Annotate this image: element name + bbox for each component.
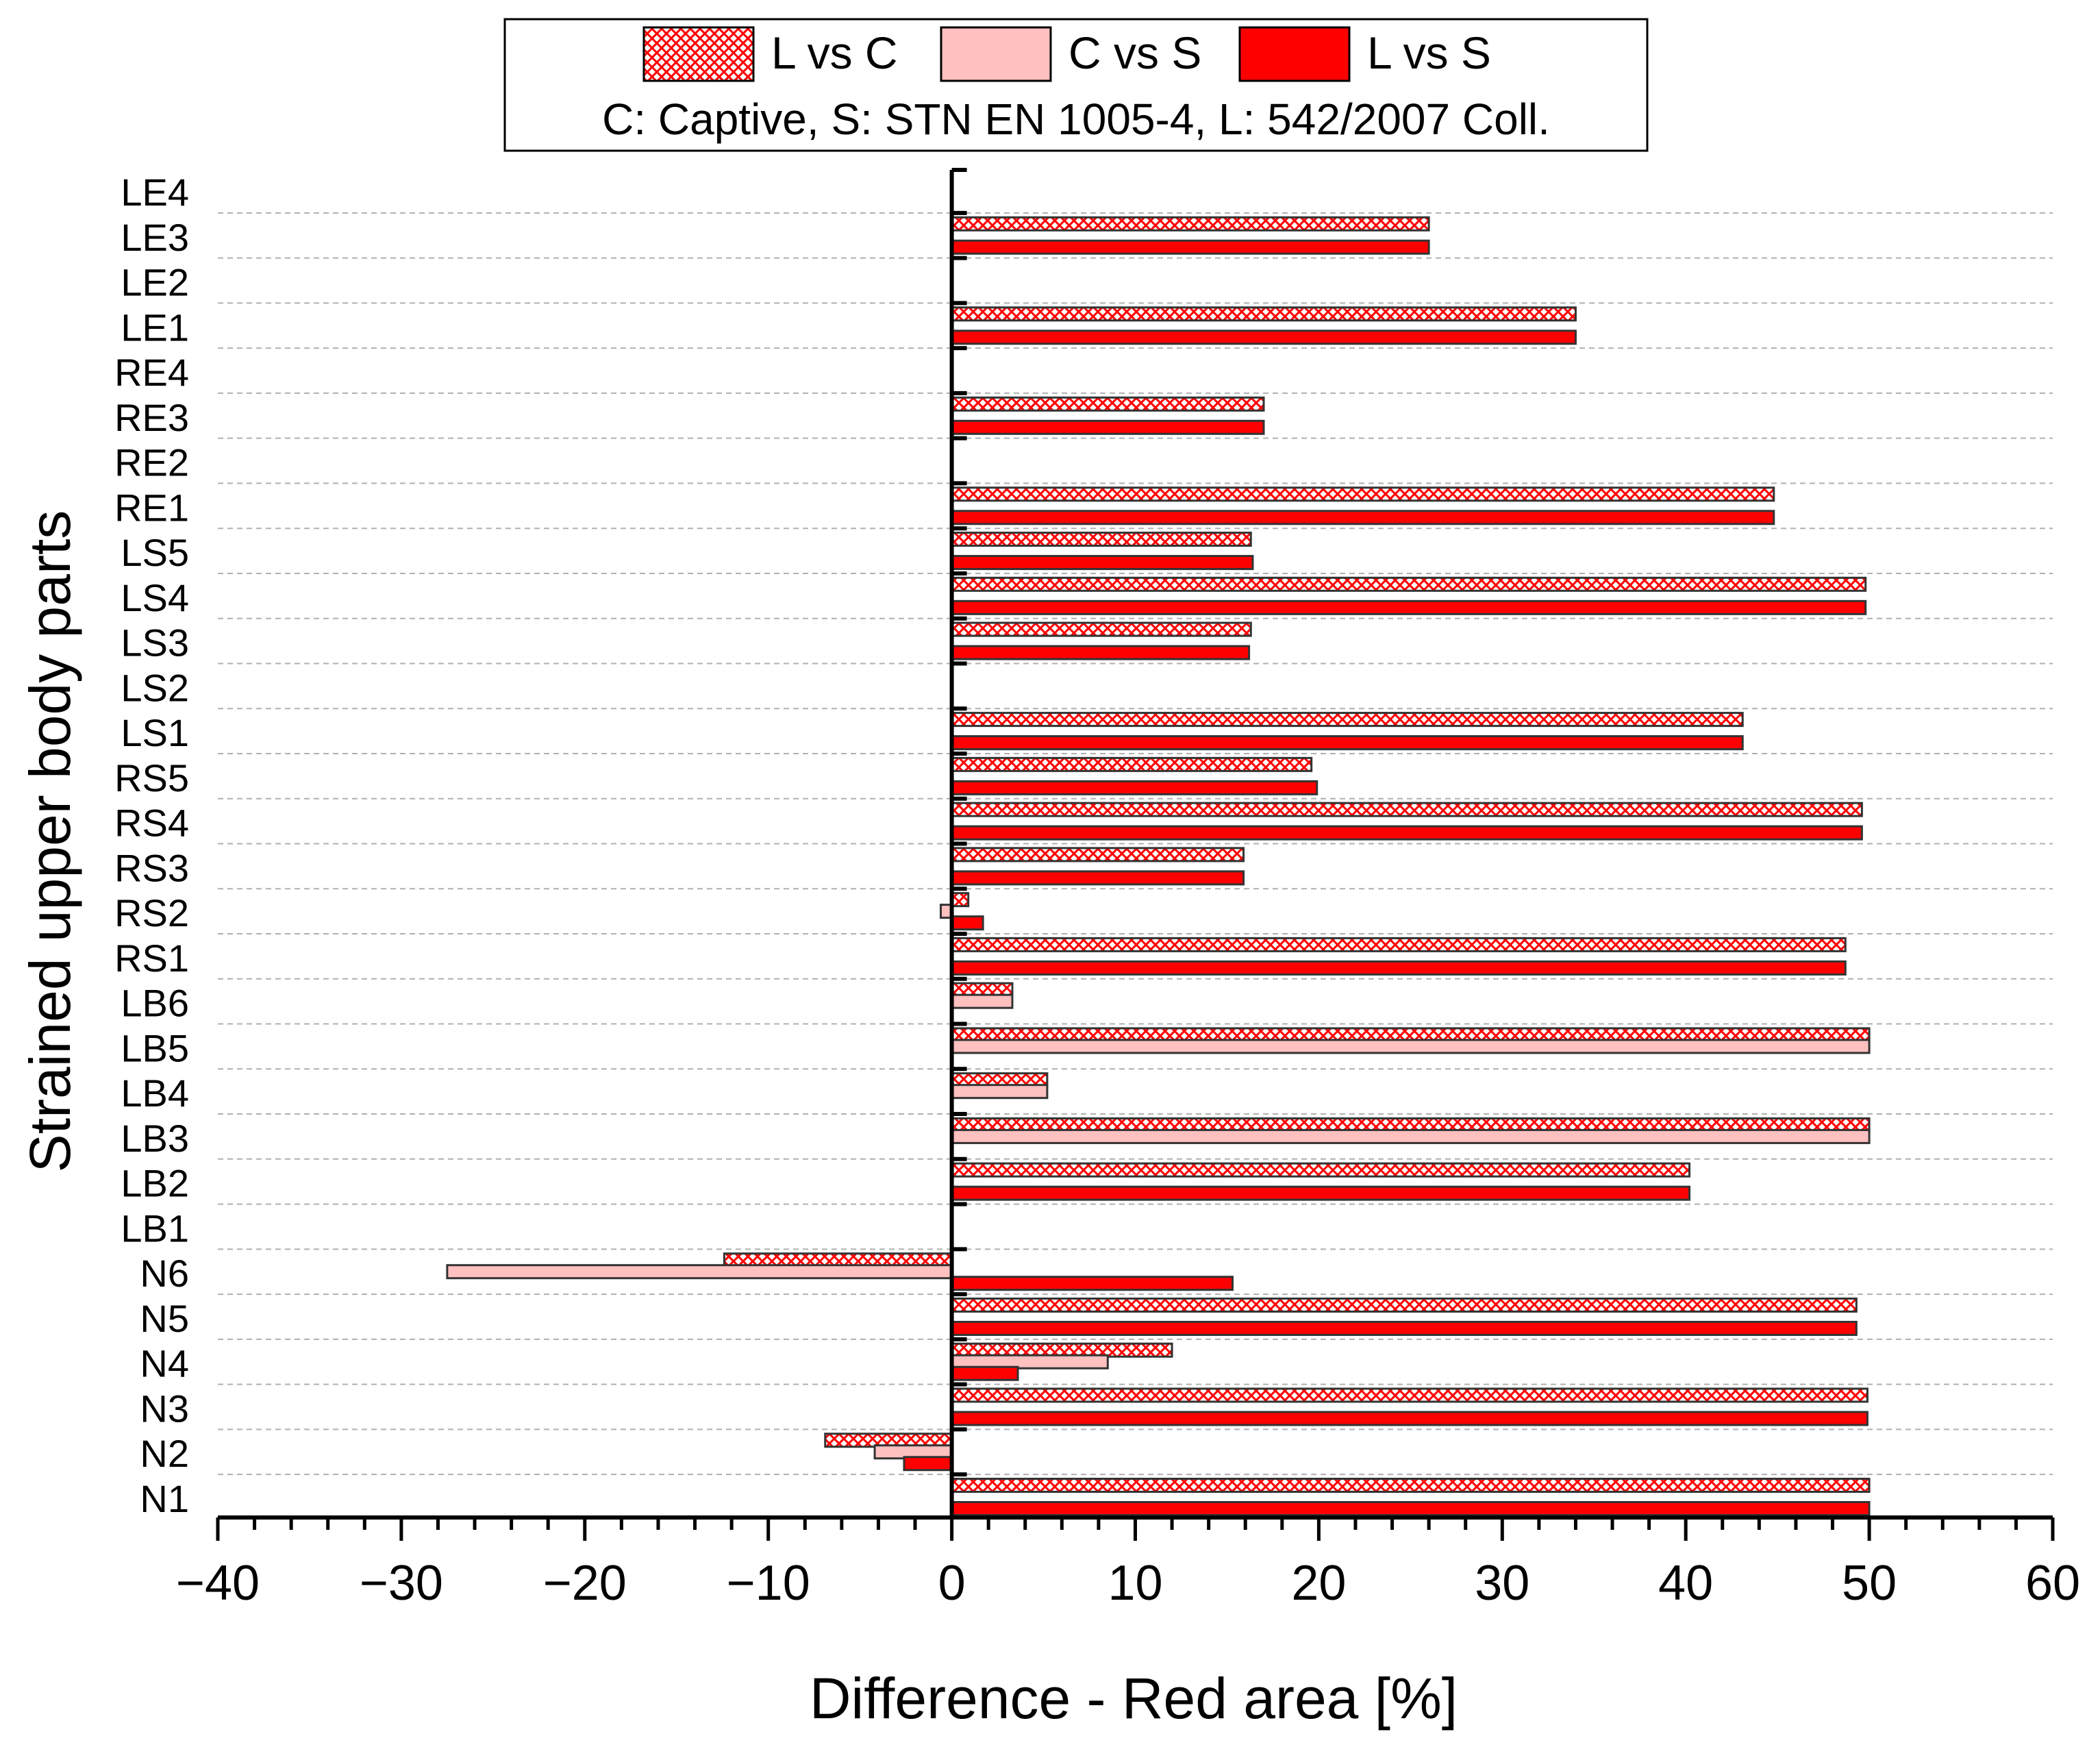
bar-c-vs-s-lb6 <box>951 993 1014 1009</box>
bar-l-vs-s-re3 <box>951 419 1265 435</box>
bar-l-vs-s-n3 <box>951 1411 1868 1426</box>
legend-swatch-l-vs-s <box>1238 26 1351 82</box>
x-tick-label: 10 <box>1108 1556 1162 1611</box>
x-tick-label: −40 <box>176 1556 260 1611</box>
y-tick-label: N4 <box>140 1342 189 1385</box>
bar-l-vs-s-ls1 <box>951 735 1744 751</box>
bar-l-vs-c-re1 <box>951 486 1775 502</box>
bar-l-vs-s-le3 <box>951 239 1430 255</box>
bar-l-vs-c-le3 <box>951 216 1430 232</box>
bar-l-vs-c-rs1 <box>951 937 1847 952</box>
bar-l-vs-s-ls3 <box>951 645 1251 660</box>
y-tick-label: LB2 <box>121 1162 189 1205</box>
legend-label-l-vs-s: L vs S <box>1367 27 1491 78</box>
bar-l-vs-c-n3 <box>951 1387 1868 1403</box>
bar-l-vs-s-rs3 <box>951 870 1245 886</box>
bar-l-vs-c-rs4 <box>951 802 1863 817</box>
y-tick-label: N1 <box>140 1477 189 1520</box>
y-tick-label: LB3 <box>121 1117 189 1160</box>
y-tick-label: LS3 <box>121 621 189 665</box>
bar-l-vs-s-rs5 <box>951 780 1318 795</box>
bar-l-vs-s-ls4 <box>951 599 1867 615</box>
y-tick-label: LS1 <box>121 711 189 754</box>
y-tick-label: RS3 <box>114 846 189 889</box>
bars <box>446 216 1871 1516</box>
x-tick-label: 0 <box>938 1556 966 1611</box>
bar-l-vs-s-n4 <box>951 1365 1019 1381</box>
bar-l-vs-c-rs5 <box>951 756 1313 772</box>
y-tick-label: N6 <box>140 1252 189 1295</box>
bar-l-vs-s-ls5 <box>951 555 1254 571</box>
bar-c-vs-s-lb3 <box>951 1128 1871 1144</box>
bar-c-vs-s-lb5 <box>951 1039 1871 1054</box>
bar-l-vs-c-le1 <box>951 306 1577 322</box>
y-tick-label: RS1 <box>114 937 189 980</box>
x-tick-label: 20 <box>1291 1556 1346 1611</box>
y-axis: LE4LE3LE2LE1RE4RE3RE2RE1LS5LS4LS3LS2LS1R… <box>114 168 967 1520</box>
bar-l-vs-s-n1 <box>951 1501 1871 1516</box>
y-tick-label: RE2 <box>114 441 189 484</box>
y-axis-title: Strained upper body parts <box>18 510 82 1173</box>
y-tick-label: RS5 <box>114 756 189 800</box>
bar-l-vs-s-le1 <box>951 330 1577 345</box>
bar-l-vs-s-lb2 <box>951 1185 1691 1201</box>
bar-l-vs-c-ls4 <box>951 576 1867 592</box>
y-tick-label: LE4 <box>121 171 189 214</box>
x-tick-label: 40 <box>1658 1556 1713 1611</box>
y-tick-label: LS4 <box>121 576 189 619</box>
y-tick-label: LB6 <box>121 982 189 1025</box>
bar-l-vs-c-re3 <box>951 396 1265 412</box>
y-tick-label: RE4 <box>114 351 189 394</box>
bar-l-vs-c-lb2 <box>951 1162 1691 1178</box>
y-tick-label: RS2 <box>114 891 189 934</box>
legend-swatch-l-vs-c <box>642 26 755 82</box>
bar-c-vs-s-n6 <box>446 1264 953 1280</box>
y-tick-label: RE3 <box>114 396 189 439</box>
y-tick-label: N3 <box>140 1387 189 1430</box>
y-tick-label: LB1 <box>121 1206 189 1250</box>
y-tick-label: LS2 <box>121 666 189 709</box>
bar-l-vs-s-n5 <box>951 1320 1858 1336</box>
legend-label-l-vs-c: L vs C <box>771 27 898 78</box>
x-tick-label: −30 <box>360 1556 443 1611</box>
x-tick-label: 50 <box>1842 1556 1897 1611</box>
y-tick-label: LS5 <box>121 531 189 574</box>
y-tick-label: LB4 <box>121 1071 189 1115</box>
bar-l-vs-s-re1 <box>951 510 1775 525</box>
bar-c-vs-s-lb4 <box>951 1084 1049 1100</box>
bar-l-vs-c-rs3 <box>951 847 1245 863</box>
legend: L vs C C vs S L vs S C: Captive, S: STN … <box>503 18 1649 152</box>
x-tick-label: 60 <box>2025 1556 2080 1611</box>
y-tick-label: LB5 <box>121 1026 189 1069</box>
x-tick-label: 30 <box>1475 1556 1529 1611</box>
y-tick-label: N5 <box>140 1297 189 1340</box>
y-tick-label: LE3 <box>121 216 189 259</box>
bar-l-vs-s-rs1 <box>951 960 1847 976</box>
legend-swatch-c-vs-s <box>940 26 1052 82</box>
legend-note: C: Captive, S: STN EN 1005-4, L: 542/200… <box>602 95 1550 144</box>
bar-l-vs-c-ls5 <box>951 532 1252 547</box>
x-axis: −40 −30 −20 −10 0 10 20 30 40 50 60 <box>176 1515 2080 1611</box>
x-tick-label: −10 <box>727 1556 810 1611</box>
y-tick-label: LE2 <box>121 261 189 304</box>
y-tick-label: RS4 <box>114 802 189 845</box>
y-tick-label: N2 <box>140 1432 189 1475</box>
gridlines <box>218 212 2053 1476</box>
bar-l-vs-c-rs2 <box>951 892 970 908</box>
y-tick-label: RE1 <box>114 486 189 529</box>
bar-l-vs-s-rs4 <box>951 825 1863 841</box>
legend-label-c-vs-s: C vs S <box>1068 27 1201 78</box>
bar-l-vs-c-ls1 <box>951 712 1744 728</box>
y-tick-label: LE1 <box>121 306 189 349</box>
bar-l-vs-c-n5 <box>951 1297 1858 1313</box>
x-axis-title: Difference - Red area [%] <box>810 1666 1458 1731</box>
bar-l-vs-c-ls3 <box>951 621 1252 637</box>
bar-l-vs-s-n2 <box>903 1456 953 1472</box>
bar-l-vs-c-n1 <box>951 1478 1871 1493</box>
bar-l-vs-s-n6 <box>951 1276 1234 1291</box>
bar-l-vs-s-rs2 <box>951 915 984 931</box>
x-tick-label: −20 <box>543 1556 627 1611</box>
